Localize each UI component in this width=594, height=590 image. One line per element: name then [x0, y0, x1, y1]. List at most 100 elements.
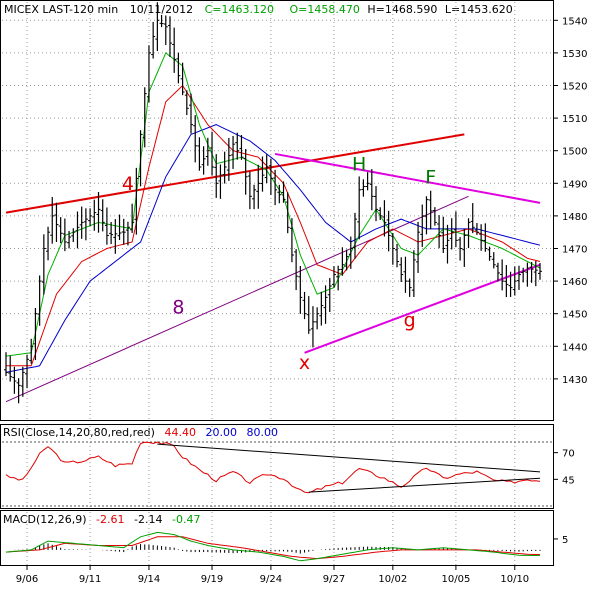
macd-panel-frame: [0, 510, 554, 566]
price-bar: [470, 203, 475, 234]
price-bar: [315, 307, 320, 330]
price-bar: [340, 247, 345, 276]
price-bar: [533, 261, 538, 287]
annotation-g: g: [404, 310, 416, 332]
price-bar: [428, 190, 433, 230]
price-bar: [79, 206, 84, 239]
price-bar: [142, 87, 147, 148]
rsi-label: RSI(Close,14,20,80,red,red) 44.40 20.00 …: [3, 426, 278, 439]
price-bar: [348, 236, 353, 269]
price-bar: [50, 197, 55, 244]
price-bar: [176, 52, 181, 84]
header-date: 10/11/2012: [130, 3, 193, 16]
price-bar: [310, 306, 315, 348]
x-tick-label: 10/10: [500, 574, 529, 585]
price-bar: [449, 218, 454, 250]
price-bar: [197, 137, 202, 171]
price-y-tick-label: 1490: [562, 179, 587, 190]
red-resistance-line: [5, 133, 465, 214]
x-tick-label: 10/02: [378, 574, 407, 585]
x-ticks: 9/06 9/11 9/14 9/19 9/24 9/27 10/02 10/05 10/10: [16, 565, 529, 585]
price-bar: [403, 256, 408, 293]
price-bar: [374, 186, 379, 222]
price-bar: [134, 167, 139, 235]
panel-frames: [0, 0, 554, 566]
rsi-lower-line: [308, 477, 541, 493]
price-bar: [184, 90, 189, 116]
price-bar: [231, 136, 236, 169]
price-bar: [432, 207, 437, 226]
price-bar: [525, 262, 530, 287]
annotation-4: 4: [122, 173, 134, 195]
price-y-ticks: 1430 1440 1450 1460 1470 1480 1490 1500 1510 1520…: [553, 16, 587, 386]
price-bar: [67, 230, 72, 249]
price-bar: [37, 275, 42, 326]
price-bar: [298, 265, 303, 314]
macd-y-tick-label: 5: [562, 535, 568, 546]
price-bar: [516, 265, 521, 290]
rsi-label-name: RSI(Close,14,20,80,red,red): [3, 426, 155, 439]
price-grid: [2, 2, 553, 565]
price-bar: [25, 355, 30, 389]
rsi-label-v3: 80.00: [246, 426, 278, 439]
rsi-panel-frame: [0, 424, 554, 509]
x-tick-label: 9/27: [323, 574, 345, 585]
price-bar: [16, 378, 21, 404]
header-high: H=1468.590: [367, 3, 437, 16]
price-bar: [29, 338, 34, 364]
annotations: 4 8 H Fx g: [122, 153, 436, 374]
price-bar: [54, 202, 59, 242]
price-y-tick-label: 1500: [562, 147, 587, 158]
price-bars: [4, 2, 542, 404]
price-bar: [71, 228, 76, 243]
price-bar: [12, 366, 17, 394]
price-bar: [239, 134, 244, 160]
price-bar: [4, 352, 8, 377]
price-bar: [495, 262, 500, 282]
price-bar: [466, 218, 471, 249]
rsi-plot: 45 70: [2, 441, 575, 507]
price-bar: [479, 224, 484, 251]
price-bar: [529, 262, 534, 283]
price-bar: [117, 214, 122, 240]
price-bar: [508, 271, 513, 297]
price-bar: [327, 277, 332, 313]
price-bar: [399, 257, 404, 283]
price-bar: [180, 62, 185, 96]
price-bar: [8, 355, 13, 382]
price-bar: [382, 200, 387, 237]
price-bar: [88, 208, 93, 226]
price-bar: [20, 366, 25, 397]
price-bar: [252, 184, 257, 210]
price-bar: [172, 27, 177, 73]
annotation-x: x: [299, 352, 310, 374]
price-bar: [268, 158, 273, 195]
price-bar: [500, 259, 505, 291]
price-bar: [96, 191, 101, 233]
price-bar: [83, 208, 88, 241]
price-bar: [260, 156, 265, 192]
price-bar: [386, 210, 391, 252]
price-bar: [437, 215, 442, 249]
price-bar: [62, 218, 67, 252]
price-bar: [151, 21, 156, 59]
price-bar: [146, 45, 151, 103]
price-bar: [458, 237, 463, 261]
price-bar: [113, 219, 118, 254]
price-y-tick-label: 1430: [562, 375, 587, 386]
macd-plot: 5: [5, 531, 568, 562]
price-bar: [41, 234, 46, 295]
macd-label-v1: -2.61: [96, 513, 124, 526]
price-y-tick-label: 1470: [562, 244, 587, 255]
price-bar: [159, 14, 164, 28]
price-bar: [336, 265, 341, 291]
price-bar: [491, 252, 496, 269]
blue-moving-average: [5, 124, 541, 373]
price-bar: [395, 243, 400, 268]
price-bar: [130, 203, 135, 233]
x-tick-label: 10/05: [441, 574, 470, 585]
magenta-upper-line: [274, 152, 541, 204]
price-bar: [226, 137, 231, 181]
moving-averages: [5, 52, 541, 373]
